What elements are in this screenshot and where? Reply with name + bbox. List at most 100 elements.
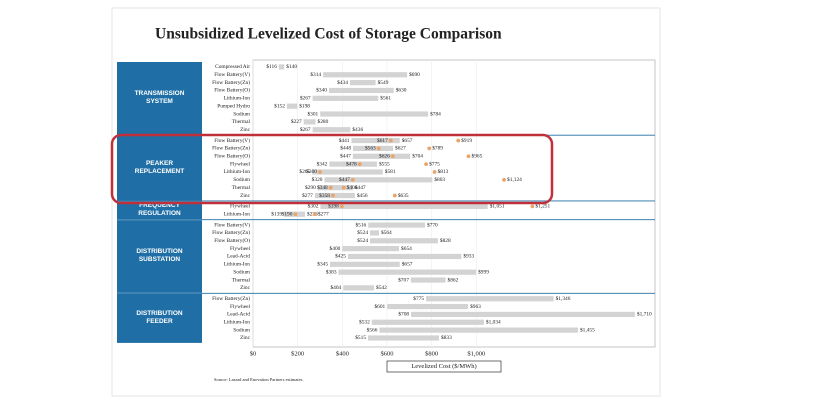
bar	[349, 80, 376, 86]
bar	[328, 87, 394, 94]
category-label: Compressed Air	[215, 64, 250, 70]
value-label: $999	[478, 268, 489, 275]
value-label: $265	[299, 168, 310, 175]
bar	[352, 153, 411, 159]
bar	[323, 72, 408, 78]
marker	[350, 177, 355, 182]
value-label: $314	[310, 71, 321, 78]
value-label: $447	[340, 153, 351, 160]
x-tick-label: $0	[250, 350, 257, 357]
bar	[387, 303, 469, 310]
value-label: $862	[448, 276, 459, 283]
category-label: Flow Battery(Zn)	[212, 229, 250, 236]
value-label: $301	[307, 110, 318, 117]
bar	[286, 103, 298, 109]
value-label: $708	[398, 311, 409, 318]
group-label: DISTRIBUTION SUBSTATION	[136, 248, 183, 264]
value-label: $425	[335, 253, 346, 260]
bar	[312, 169, 383, 175]
category-label: Lithium-Ion	[224, 262, 251, 268]
marker	[328, 185, 333, 190]
value-label: $775	[413, 295, 424, 302]
value-label: $657	[402, 261, 413, 268]
category-label: Sodium	[233, 269, 251, 275]
bar	[379, 327, 578, 333]
group-label-box: DISTRIBUTION FEEDER	[136, 310, 183, 326]
value-label: $447	[355, 184, 366, 191]
bar	[312, 95, 379, 101]
category-label: Thermal	[232, 185, 251, 191]
marker	[318, 170, 322, 174]
group-label: DISTRIBUTION FEEDER	[136, 310, 183, 326]
bar	[426, 296, 554, 302]
marker-label: $190	[282, 210, 293, 217]
value-label: $627	[395, 145, 406, 152]
bar	[370, 230, 379, 236]
value-label: $1,455	[580, 326, 595, 333]
group-label: PEAKER REPLACEMENT	[134, 159, 185, 176]
x-tick-label: $400	[336, 350, 349, 357]
marker-label: $626	[379, 153, 390, 160]
bar	[410, 277, 446, 283]
group-box	[117, 62, 202, 135]
value-label: $601	[374, 303, 385, 310]
marker-label: $277	[318, 210, 329, 217]
value-label: $549	[378, 79, 389, 86]
value-label: $770	[427, 221, 438, 228]
value-label: $404	[330, 284, 341, 291]
category-label: Flow Battery(Zn)	[212, 79, 250, 86]
value-label: $524	[357, 229, 368, 236]
category-label: Flywheel	[230, 304, 251, 310]
marker-label: $348	[317, 184, 328, 191]
category-label: Sodium	[233, 327, 251, 333]
marker-label: $300	[306, 168, 317, 175]
value-label: $784	[430, 110, 441, 117]
category-label: Flow Battery(V)	[214, 137, 250, 144]
value-label: $436	[352, 126, 363, 133]
value-label: $448	[340, 145, 351, 152]
marker	[456, 138, 461, 143]
marker	[392, 193, 397, 198]
bar	[351, 137, 400, 144]
value-label: $267	[300, 126, 311, 133]
bar	[353, 145, 394, 152]
value-label: $581	[385, 168, 396, 175]
group-box	[117, 135, 202, 201]
group-label-box: PEAKER REPLACEMENT	[134, 159, 185, 176]
marker-label: $478	[346, 160, 357, 167]
marker	[341, 185, 346, 190]
category-label: Lead-Acid	[227, 312, 250, 318]
value-label: $963	[470, 303, 481, 310]
value-label: $116	[266, 63, 277, 70]
group-label: FREQUENCY REGULATION	[138, 202, 181, 218]
x-axis-label: Levelized Cost ($/MWh)	[411, 363, 476, 370]
marker-label: $789	[432, 145, 443, 152]
value-label: $803	[434, 176, 445, 183]
marker	[293, 212, 298, 217]
value-label: $139	[271, 210, 282, 217]
value-label: $566	[367, 326, 378, 333]
value-label: $290	[305, 184, 316, 191]
category-label: Flow Battery(Zn)	[212, 295, 250, 302]
x-tick-label: $600	[381, 350, 394, 357]
value-label: $630	[396, 87, 407, 94]
marker-label: $447	[339, 176, 350, 183]
marker-label: $1,251	[535, 203, 550, 210]
value-label: $342	[317, 160, 328, 167]
value-label: $561	[380, 95, 391, 102]
marker	[339, 204, 344, 209]
marker	[466, 154, 471, 159]
value-label: $542	[376, 284, 387, 291]
bar	[278, 64, 285, 70]
marker	[424, 162, 428, 167]
marker-label: $563	[365, 145, 376, 152]
bar	[368, 222, 425, 228]
value-label: $933	[463, 253, 474, 260]
category-label: Sodium	[233, 111, 251, 117]
value-label: $340	[316, 87, 327, 94]
marker	[357, 162, 362, 167]
marker	[390, 154, 395, 159]
value-label: $516	[355, 221, 366, 228]
value-label: $302	[308, 203, 319, 210]
